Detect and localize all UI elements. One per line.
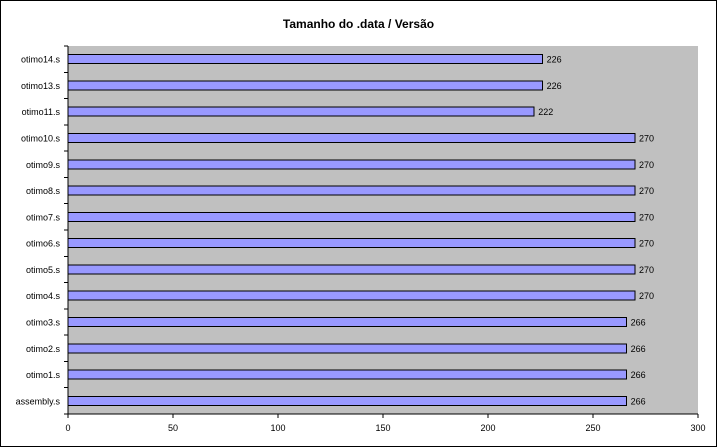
bar-otimo7-s bbox=[67, 211, 636, 222]
x-tick-label: 200 bbox=[480, 423, 495, 433]
x-tick-label: 250 bbox=[585, 423, 600, 433]
category-label: otimo6.s bbox=[26, 239, 61, 249]
bar-otimo14-s bbox=[67, 54, 544, 65]
bar-otimo10-s bbox=[67, 133, 636, 143]
value-label: 270 bbox=[639, 134, 654, 144]
axes-layer: assembly.s otimo1.s otimo2.s otimo3.s otimo4… bbox=[16, 45, 706, 433]
value-label: 266 bbox=[631, 318, 646, 328]
bar-otimo9-s bbox=[67, 159, 636, 170]
value-label: 270 bbox=[639, 160, 654, 170]
category-label: otimo2.s bbox=[26, 344, 61, 354]
category-label: assembly.s bbox=[16, 396, 61, 406]
category-label: otimo8.s bbox=[26, 186, 61, 196]
category-label: otimo4.s bbox=[26, 291, 61, 301]
value-label: 266 bbox=[631, 370, 646, 380]
bar-otimo13-s bbox=[67, 80, 544, 91]
category-label: otimo9.s bbox=[26, 160, 61, 170]
value-label: 226 bbox=[547, 81, 562, 91]
bar-otimo5-s bbox=[67, 264, 636, 275]
value-label: 270 bbox=[639, 239, 654, 249]
category-label: otimo10.s bbox=[21, 134, 61, 144]
chart-title: Tamanho do .data / Versão bbox=[282, 17, 435, 31]
value-label: 226 bbox=[547, 55, 562, 65]
x-tick-label: 300 bbox=[690, 423, 705, 433]
category-label: otimo5.s bbox=[26, 265, 61, 275]
category-label: otimo7.s bbox=[26, 212, 61, 222]
value-label: 266 bbox=[631, 396, 646, 406]
plot-area bbox=[68, 46, 698, 414]
bar-otimo3-s bbox=[67, 317, 628, 327]
value-label: 270 bbox=[639, 212, 654, 222]
bar-assembly-s bbox=[67, 395, 628, 406]
category-label: otimo14.s bbox=[21, 55, 61, 65]
bar-otimo1-s bbox=[67, 369, 628, 380]
value-label: 270 bbox=[639, 291, 654, 301]
category-label: otimo3.s bbox=[26, 318, 61, 328]
bar-otimo6-s bbox=[67, 238, 636, 249]
category-label: otimo1.s bbox=[26, 370, 61, 380]
x-tick-label: 150 bbox=[375, 423, 390, 433]
bar-otimo2-s bbox=[67, 343, 628, 354]
x-tick-label: 50 bbox=[168, 423, 178, 433]
x-tick-label: 100 bbox=[270, 423, 285, 433]
category-label: otimo11.s bbox=[22, 107, 61, 117]
category-label: otimo13.s bbox=[21, 81, 61, 91]
value-label: 270 bbox=[639, 265, 654, 275]
bar-otimo4-s bbox=[67, 290, 636, 301]
value-label: 266 bbox=[631, 344, 646, 354]
x-tick-label: 0 bbox=[65, 423, 70, 433]
bar-otimo11-s bbox=[67, 106, 535, 117]
value-label: 222 bbox=[538, 107, 553, 117]
bar-otimo8-s bbox=[67, 185, 636, 196]
value-label: 270 bbox=[639, 186, 654, 196]
